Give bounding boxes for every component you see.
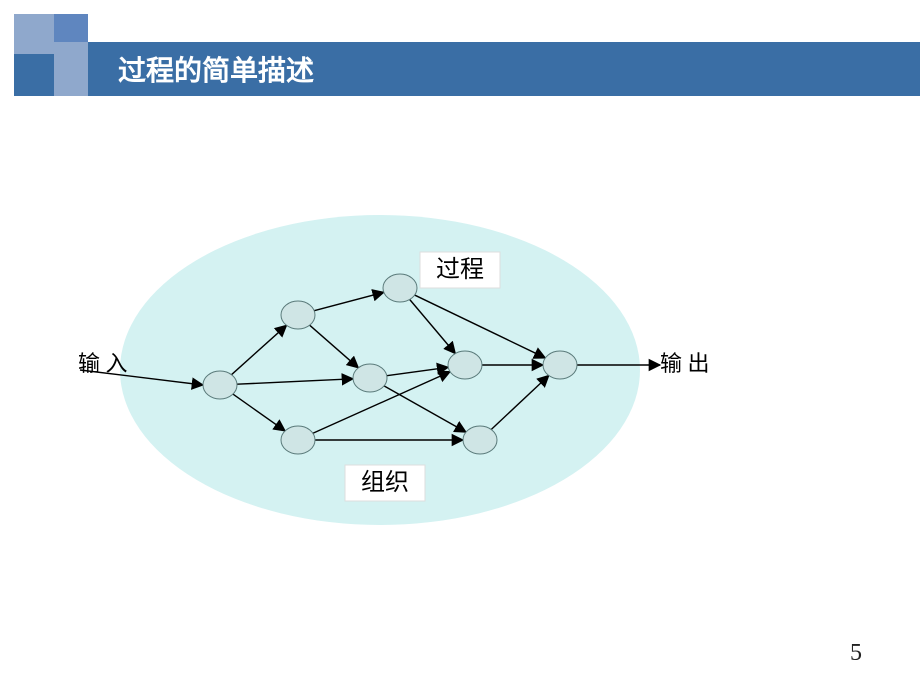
node [383, 274, 417, 302]
node [203, 371, 237, 399]
node [543, 351, 577, 379]
label-org: 组织 [361, 469, 409, 496]
process-diagram: 输 入 输 出 过程组织 [0, 0, 920, 690]
label-input: 输 入 [78, 351, 128, 376]
node [281, 301, 315, 329]
label-process: 过程 [436, 256, 484, 283]
node [353, 364, 387, 392]
node [463, 426, 497, 454]
page-number: 5 [850, 640, 862, 667]
node [281, 426, 315, 454]
label-output: 输 出 [660, 351, 710, 376]
node [448, 351, 482, 379]
